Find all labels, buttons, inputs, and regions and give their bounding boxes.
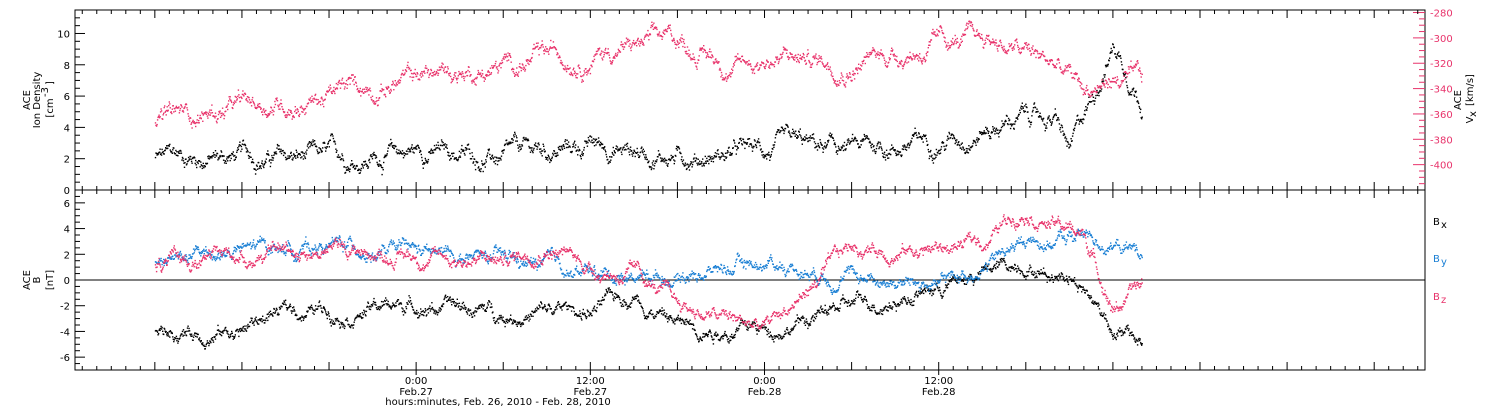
- top-right-tick-label: -300: [1430, 34, 1453, 45]
- svg-text:[km/s]: [km/s]: [1465, 74, 1476, 106]
- top-left-ylabel: ACE Ion Density [cm-3]: [22, 72, 56, 129]
- top-left-tick-label: 6: [64, 92, 70, 103]
- legend-label: B: [1433, 292, 1440, 303]
- x-tick-date: Feb.28: [922, 387, 956, 398]
- svg-text:x: x: [1468, 111, 1479, 117]
- top-left-tick-label: 2: [64, 155, 70, 166]
- top-right-tick-label: -380: [1430, 135, 1453, 146]
- x-axis: 0:00Feb.2712:00Feb.270:00Feb.2812:00Feb.…: [81, 10, 1419, 398]
- bottom-tick-label: -2: [60, 302, 70, 313]
- svg-text:[nT]: [nT]: [45, 270, 56, 290]
- top-left-tick-label: 10: [57, 29, 70, 40]
- bottom-tick-label: 6: [64, 199, 70, 210]
- svg-text:ACE: ACE: [22, 90, 33, 110]
- bottom-tick-label: 4: [64, 225, 70, 236]
- x-tick-date: Feb.28: [748, 387, 782, 398]
- top-right-tick-label: -360: [1430, 110, 1453, 121]
- density-series: [154, 43, 1143, 176]
- svg-text:V: V: [1465, 116, 1476, 123]
- x-tick-date: Feb.27: [574, 387, 608, 398]
- svg-text:[cm: [cm: [45, 98, 56, 117]
- bottom-ylabel: ACE B [nT]: [22, 270, 56, 290]
- legend-label: B: [1433, 254, 1440, 265]
- bottom-tick-label: -4: [60, 327, 70, 338]
- x-tick-label: 12:00: [576, 376, 605, 387]
- x-tick-label: 0:00: [405, 376, 427, 387]
- svg-text:Ion Density: Ion Density: [32, 72, 43, 129]
- bottom-tick-label: 0: [64, 276, 70, 287]
- legend-sub: z: [1441, 295, 1446, 306]
- x-tick-label: 0:00: [753, 376, 775, 387]
- x-tick-date: Feb.27: [399, 387, 433, 398]
- legend-sub: x: [1441, 220, 1447, 231]
- legend-label: B: [1433, 217, 1440, 228]
- legend-sub: y: [1441, 257, 1447, 268]
- bottom-tick-label: 2: [64, 250, 70, 261]
- svg-text:B: B: [32, 276, 43, 283]
- top-right-tick-label: -400: [1430, 161, 1453, 172]
- svg-text:ACE: ACE: [1453, 90, 1464, 110]
- b-series-Bx: [154, 257, 1143, 350]
- top-left-tick-label: 8: [64, 61, 70, 72]
- top-right-tick-label: -280: [1430, 9, 1453, 20]
- svg-text:]: ]: [45, 81, 56, 85]
- b-series-Bz: [154, 214, 1143, 330]
- top-left-tick-label: 4: [64, 123, 70, 134]
- x-tick-label: 12:00: [924, 376, 953, 387]
- top-left-tick-label: 0: [64, 186, 70, 197]
- x-axis-title: hours:minutes, Feb. 26, 2010 - Feb. 28, …: [385, 397, 610, 408]
- svg-text:-3: -3: [40, 87, 51, 97]
- vx-series: [154, 20, 1143, 129]
- top-right-tick-label: -340: [1430, 85, 1453, 96]
- bottom-tick-label: -6: [60, 353, 70, 364]
- top-right-tick-label: -320: [1430, 59, 1453, 70]
- svg-text:ACE: ACE: [22, 270, 33, 290]
